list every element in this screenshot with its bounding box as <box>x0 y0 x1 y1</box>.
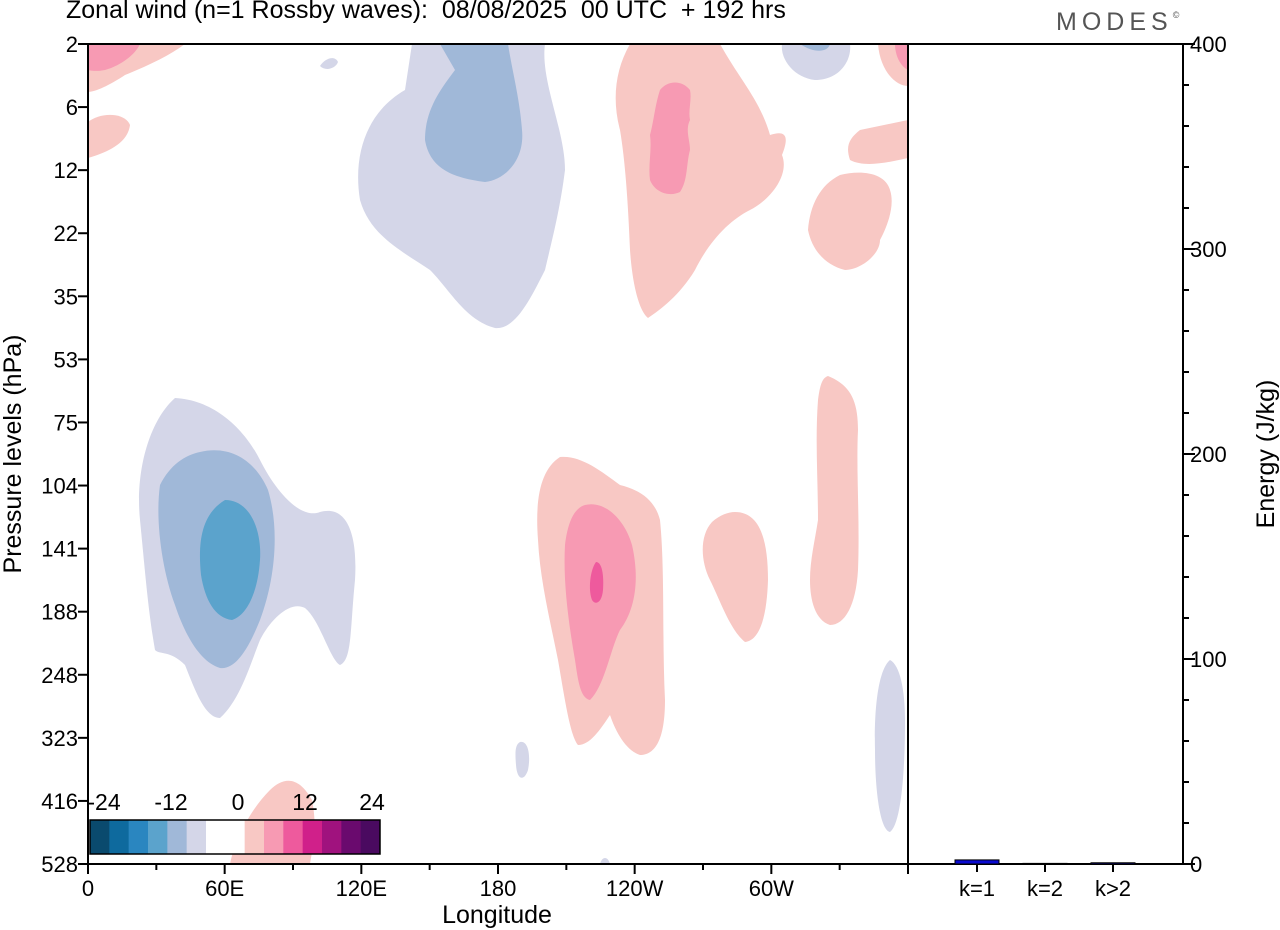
colorbar-swatch <box>206 820 226 854</box>
x-axis-title: Longitude <box>442 901 552 929</box>
contour-pos-upper-topright-inner <box>895 44 908 70</box>
contour-neg-bottom-dot <box>600 858 610 864</box>
contour-neg-lower-inner <box>199 500 261 620</box>
colorbar-swatch <box>148 820 168 854</box>
y-tick-label: 22 <box>54 221 78 246</box>
colorbar: -24 -12 0 12 24 <box>87 789 385 855</box>
colorbar-swatch <box>90 820 110 854</box>
chart-title: Zonal wind (n=1 Rossby waves): 08/08/202… <box>66 0 786 24</box>
colorbar-label: -24 <box>87 789 120 815</box>
x-tick-label: 120E <box>336 876 387 901</box>
y-tick-label: 2 <box>66 32 78 57</box>
brand-name: MODES <box>1056 8 1173 36</box>
y-tick-label: 323 <box>41 726 78 751</box>
y-tick-label: 528 <box>41 852 78 877</box>
y-tick-label: 248 <box>41 663 78 688</box>
energy-bars: k=1 k=2 k>2 <box>954 859 1136 901</box>
colorbar-label: 0 <box>232 789 245 815</box>
x-tick-label: 180 <box>480 876 517 901</box>
energy-tick-label: 0 <box>1190 852 1202 877</box>
y-tick-label: 6 <box>66 95 78 120</box>
colorbar-swatch <box>341 820 362 854</box>
bar-category-label: k=2 <box>1027 876 1063 901</box>
energy-axis-title: Energy (J/kg) <box>1252 380 1280 529</box>
contour-pos-upper-left <box>88 114 130 158</box>
colorbar-label: -12 <box>154 789 187 815</box>
colorbar-frame <box>89 819 381 855</box>
energy-tick-label: 300 <box>1190 237 1227 262</box>
colorbar-swatch <box>264 820 284 854</box>
y-axis-title: Pressure levels (hPa) <box>0 335 27 574</box>
contour-pos-upper-inner <box>649 82 691 195</box>
y-tick-label: 188 <box>41 600 78 625</box>
colorbar-swatch <box>225 820 246 854</box>
contour-neg-right-blob <box>874 660 905 832</box>
colorbar-swatch <box>283 820 304 854</box>
y-tick-label: 53 <box>54 347 78 372</box>
bar-category-label: k>2 <box>1095 876 1131 901</box>
contour-pos-upper-outer <box>615 44 786 318</box>
colorbar-label: 24 <box>359 789 385 815</box>
colorbar-swatch <box>109 820 130 854</box>
contour-neg-upper-inner-small <box>800 44 830 51</box>
colorbar-swatch <box>360 820 381 854</box>
x-tick-label: 0 <box>82 876 94 901</box>
brand-mark: © <box>1172 10 1180 20</box>
contour-pos-lower-blob-1 <box>702 512 768 642</box>
energy-tick-label: 400 <box>1190 32 1227 57</box>
y-tick-label: 104 <box>41 474 78 499</box>
colorbar-swatch <box>322 820 342 854</box>
x-tick-label: 60W <box>749 876 794 901</box>
colorbar-label: 12 <box>292 789 318 815</box>
colorbar-swatch <box>302 820 323 854</box>
colorbar-swatch <box>244 820 265 854</box>
contour-neg-upper-dot <box>320 58 338 69</box>
contour-neg-small-dot <box>515 741 530 778</box>
contour-pos-upper-right-1 <box>848 120 908 164</box>
energy-bar <box>1090 862 1136 865</box>
contour-pos-lower-inner <box>589 562 604 603</box>
y-tick-label: 12 <box>54 158 78 183</box>
bar-category-label: k=1 <box>959 876 995 901</box>
colorbar-swatch <box>128 820 149 854</box>
energy-tick-label: 100 <box>1190 647 1227 672</box>
colorbar-swatch <box>167 820 188 854</box>
y-tick-label: 35 <box>54 284 78 309</box>
contour-pos-lower-mid <box>564 504 636 700</box>
y-tick-label: 141 <box>41 537 78 562</box>
contour-neg-upper-blob <box>781 44 851 80</box>
contour-fields <box>88 44 908 864</box>
energy-tick-label: 200 <box>1190 442 1227 467</box>
modes-logo: MODES© <box>1056 8 1179 37</box>
colorbar-swatch <box>186 820 207 854</box>
contour-pos-lower-blob-2 <box>810 376 859 625</box>
contour-pos-upper-topleft-inner <box>88 44 140 71</box>
x-tick-label: 120W <box>606 876 664 901</box>
contour-neg-upper-inner <box>425 44 523 182</box>
y-tick-label: 75 <box>54 410 78 435</box>
energy-bar <box>1022 862 1068 865</box>
y-tick-label: 416 <box>41 789 78 814</box>
x-tick-label: 60E <box>205 876 244 901</box>
energy-bar <box>954 859 1000 865</box>
contour-pos-upper-right-2 <box>808 172 892 270</box>
